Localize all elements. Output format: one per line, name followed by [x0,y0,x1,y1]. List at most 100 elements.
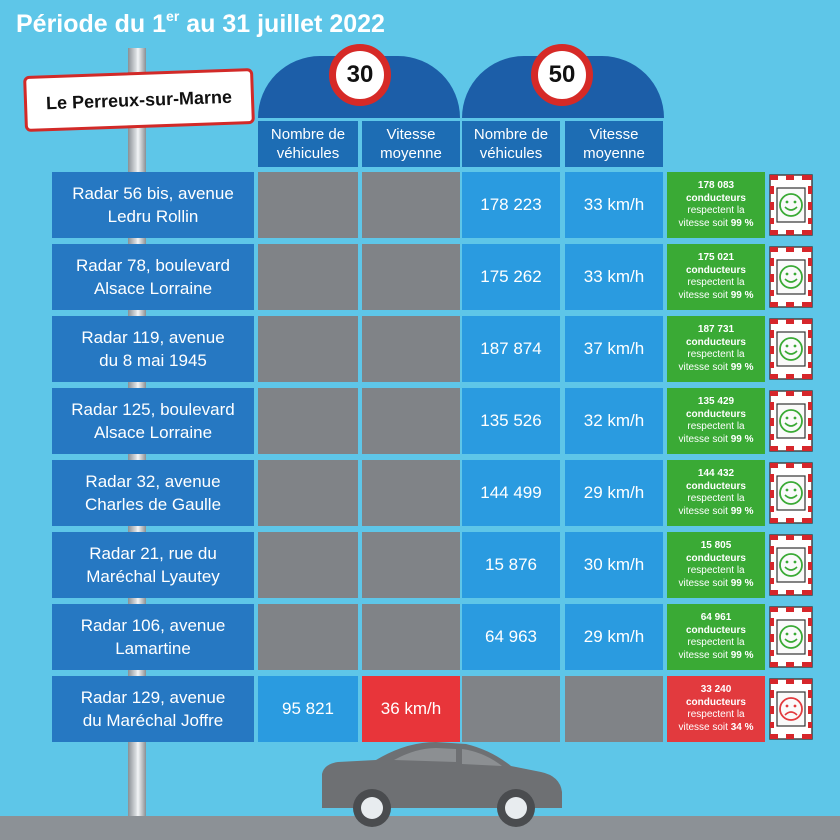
radar-sign-icon [769,390,813,452]
zone-30-speed-cell [362,244,460,310]
compliant-count: 33 240 [700,684,732,695]
radar-sign-icon [769,678,813,740]
zone-30-speed-cell [362,532,460,598]
radar-location-label: Radar 106, avenue Lamartine [52,604,254,670]
radar-location-label: Radar 125, boulevard Alsace Lorraine [52,388,254,454]
zone-50-speed-cell: 32 km/h [565,388,663,454]
compliance-box: 175 021 conducteurs respectent la vitesse s… [667,244,765,310]
zone-50-vehicles-cell: 144 499 [462,460,560,526]
compliance-rate-line: vitesse soit 99 % [678,578,753,591]
compliance-text: respectent la [687,205,745,216]
zone-50-vehicles-cell: 175 262 [462,244,560,310]
zone-30-speed-cell [362,316,460,382]
zone-30-speed-cell [362,460,460,526]
compliance-text: conducteurs [685,408,746,420]
compliance-rate-line: vitesse soit 34 % [678,722,753,735]
compliance-text: conducteurs [685,552,746,564]
compliance-text: vitesse soit [678,217,728,229]
compliance-text: conducteurs [685,480,746,492]
zone-50-vehicles-cell [462,676,560,742]
smiley-icon [769,318,813,380]
compliance-text: vitesse soit [678,577,728,589]
compliance-text: respectent la [687,565,745,576]
car-icon [322,742,562,827]
compliance-text: vitesse soit [678,505,728,517]
zone-30-vehicles-cell [258,388,358,454]
zone-50-speed-cell: 37 km/h [565,316,663,382]
compliance-text: respectent la [687,421,745,432]
compliance-text: conducteurs [685,264,746,276]
compliance-rate-line: vitesse soit 99 % [678,218,753,231]
zone-50-vehicles-cell: 64 963 [462,604,560,670]
radar-sign-icon [769,318,813,380]
compliance-percent: 99 % [730,649,754,661]
compliance-text: conducteurs [685,192,746,204]
compliance-percent: 34 % [730,721,754,733]
compliance-rate-line: vitesse soit 99 % [678,650,753,663]
radar-location-label: Radar 32, avenue Charles de Gaulle [52,460,254,526]
compliance-rate-line: vitesse soit 99 % [678,290,753,303]
speed-limit-30-sign: 30 [329,44,391,106]
radar-location-label: Radar 129, avenue du Maréchal Joffre [52,676,254,742]
compliant-count: 15 805 [700,540,732,551]
zone-30-speed-cell [362,172,460,238]
radar-sign-icon [769,606,813,668]
compliance-text: conducteurs [685,336,746,348]
radar-location-line1: Radar 106, avenue [80,616,226,635]
compliance-text: respectent la [687,349,745,360]
city-name: Le Perreux-sur-Marne [45,86,233,113]
compliance-text: vitesse soit [678,361,728,373]
compliant-count: 64 961 [700,612,732,623]
compliance-rate-line: vitesse soit 99 % [678,362,753,375]
header-50-speed: Vitesse moyenne [565,121,663,167]
compliance-percent: 99 % [730,217,754,229]
smiley-icon [769,174,813,236]
compliant-count: 187 731 [697,324,735,335]
zone-50-speed-cell: 29 km/h [565,604,663,670]
zone-30-speed-cell [362,388,460,454]
radar-sign-icon [769,534,813,596]
zone-30-vehicles-cell [258,460,358,526]
city-sign: Le Perreux-sur-Marne [23,68,255,132]
radar-location-line1: Radar 21, rue du [89,544,217,563]
radar-location-line2: Alsace Lorraine [93,423,213,442]
radar-sign-icon [769,246,813,308]
zone-30-vehicles-cell: 95 821 [258,676,358,742]
radar-location-line2: Ledru Rollin [107,207,199,226]
zone-30-speed-cell: 36 km/h [362,676,460,742]
header-30-vehicles: Nombre de véhicules [258,121,358,167]
compliance-percent: 99 % [730,289,754,301]
radar-location-line1: Radar 56 bis, avenue [72,184,234,203]
speed-limit-50-sign: 50 [531,44,593,106]
zone-50-speed-cell: 29 km/h [565,460,663,526]
smiley-icon [769,246,813,308]
compliance-box: 33 240 conducteurs respectent la vitesse so… [667,676,765,742]
header-30-speed: Vitesse moyenne [362,121,460,167]
zone-50-vehicles-cell: 15 876 [462,532,560,598]
compliant-count: 178 083 [697,180,735,191]
compliance-text: vitesse soit [678,289,728,301]
compliance-text: respectent la [687,277,745,288]
radar-sign-icon [769,462,813,524]
compliant-count: 175 021 [697,252,735,263]
zone-50-vehicles-cell: 178 223 [462,172,560,238]
compliance-text: vitesse soit [678,721,728,733]
radar-location-line2: Alsace Lorraine [93,279,213,298]
compliance-percent: 99 % [730,505,754,517]
radar-location-label: Radar 78, boulevard Alsace Lorraine [52,244,254,310]
compliance-rate-line: vitesse soit 99 % [678,434,753,447]
compliance-text: conducteurs [685,624,746,636]
radar-location-label: Radar 56 bis, avenue Ledru Rollin [52,172,254,238]
zone-30-vehicles-cell [258,172,358,238]
compliance-box: 135 429 conducteurs respectent la vitesse s… [667,388,765,454]
compliance-percent: 99 % [730,361,754,373]
compliance-box: 64 961 conducteurs respectent la vitesse so… [667,604,765,670]
page-title: Période du 1er au 31 juillet 2022 [16,8,385,38]
compliant-count: 135 429 [697,396,735,407]
zone-50-speed-cell: 33 km/h [565,244,663,310]
radar-location-label: Radar 119, avenue du 8 mai 1945 [52,316,254,382]
sad-face-icon [769,678,813,740]
radar-location-line2: Charles de Gaulle [84,495,222,514]
header-50-vehicles: Nombre de véhicules [462,121,560,167]
smiley-icon [769,462,813,524]
